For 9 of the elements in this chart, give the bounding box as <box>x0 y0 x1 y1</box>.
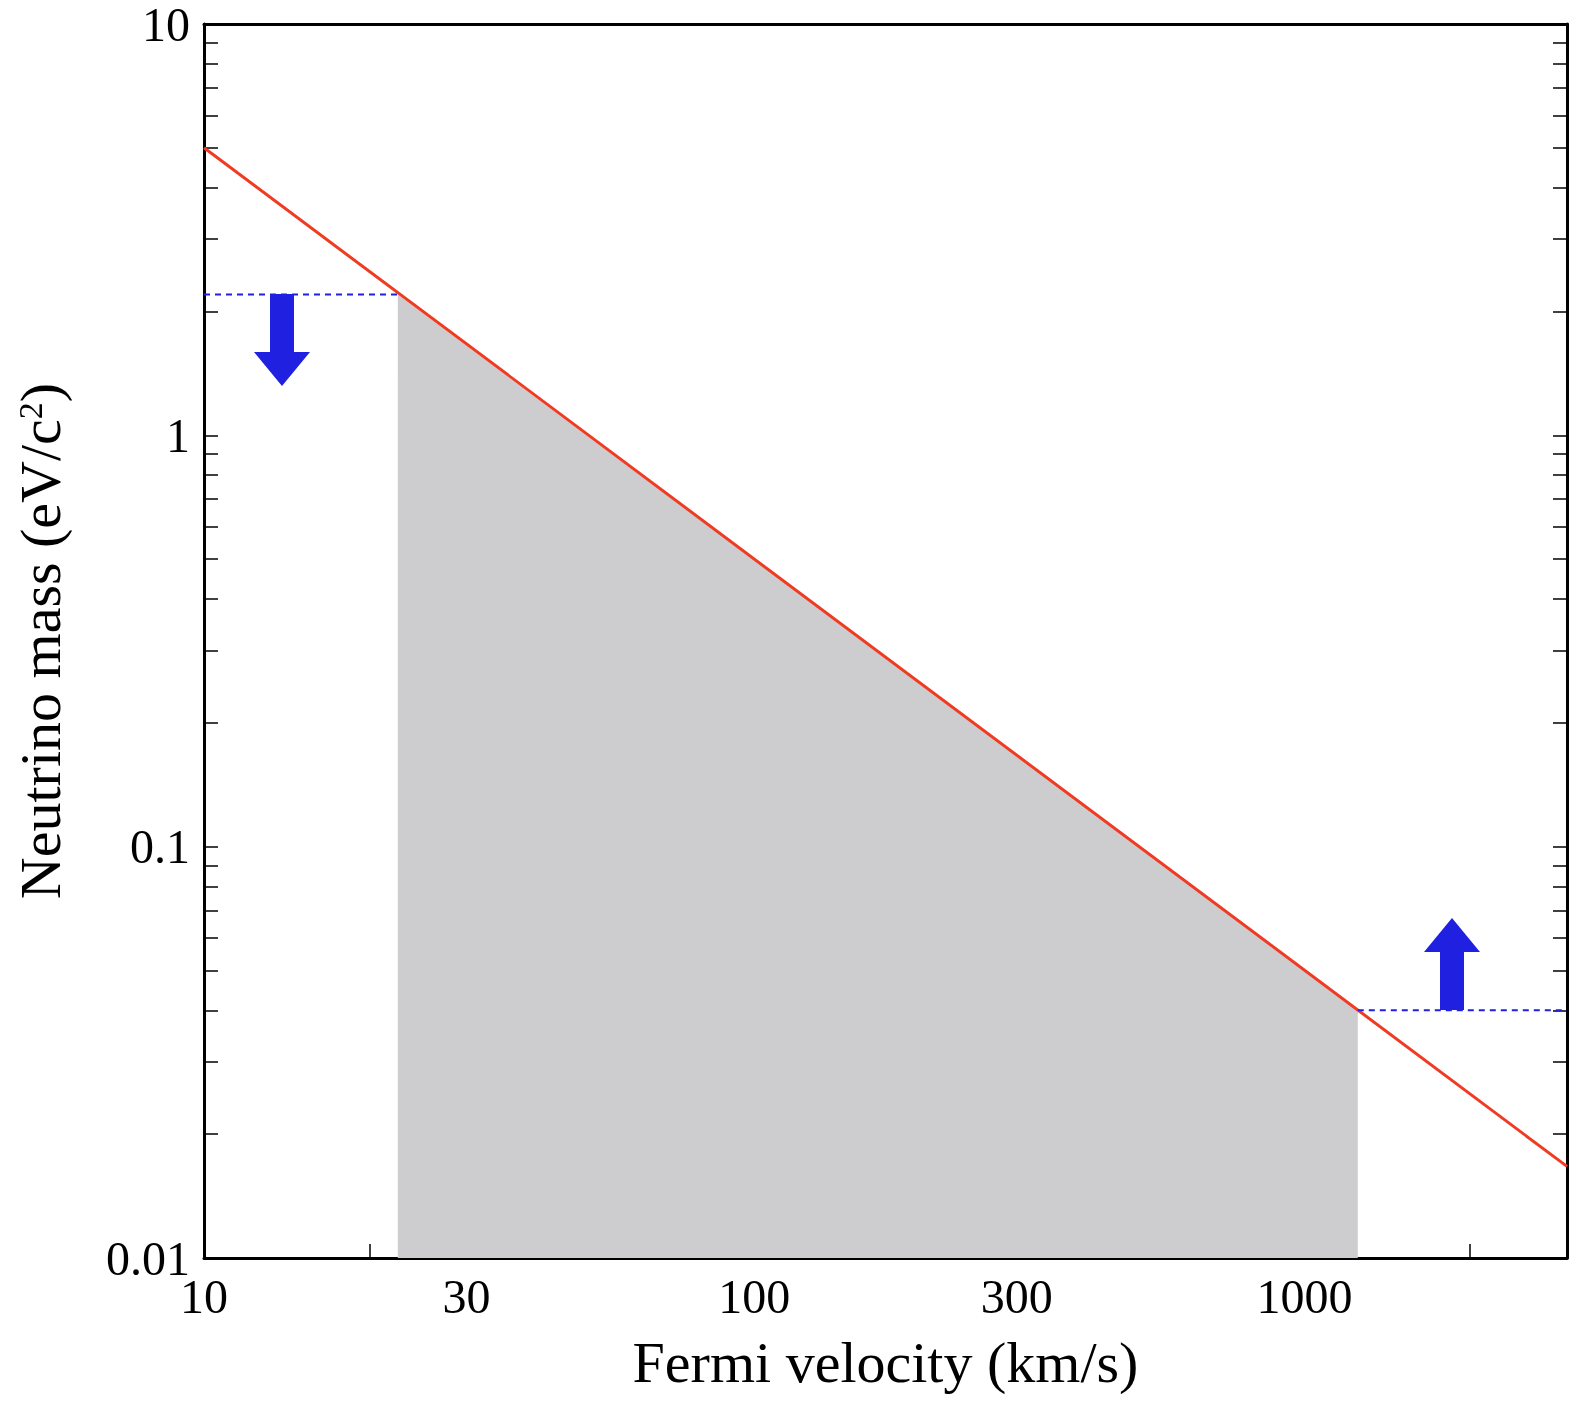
x-tick-label: 30 <box>442 1269 491 1323</box>
x-tick-label: 1000 <box>1256 1269 1353 1323</box>
y-tick-label: 10 <box>142 0 190 51</box>
y-tick-label: 1 <box>166 408 190 462</box>
x-tick-label: 300 <box>980 1269 1053 1323</box>
x-tick-label: 100 <box>718 1269 791 1323</box>
y-axis-title: Neutrino mass (eV/c2) <box>7 382 73 900</box>
y-tick-label: 0.1 <box>130 820 190 874</box>
x-axis-title: Fermi velocity (km/s) <box>632 1329 1139 1395</box>
